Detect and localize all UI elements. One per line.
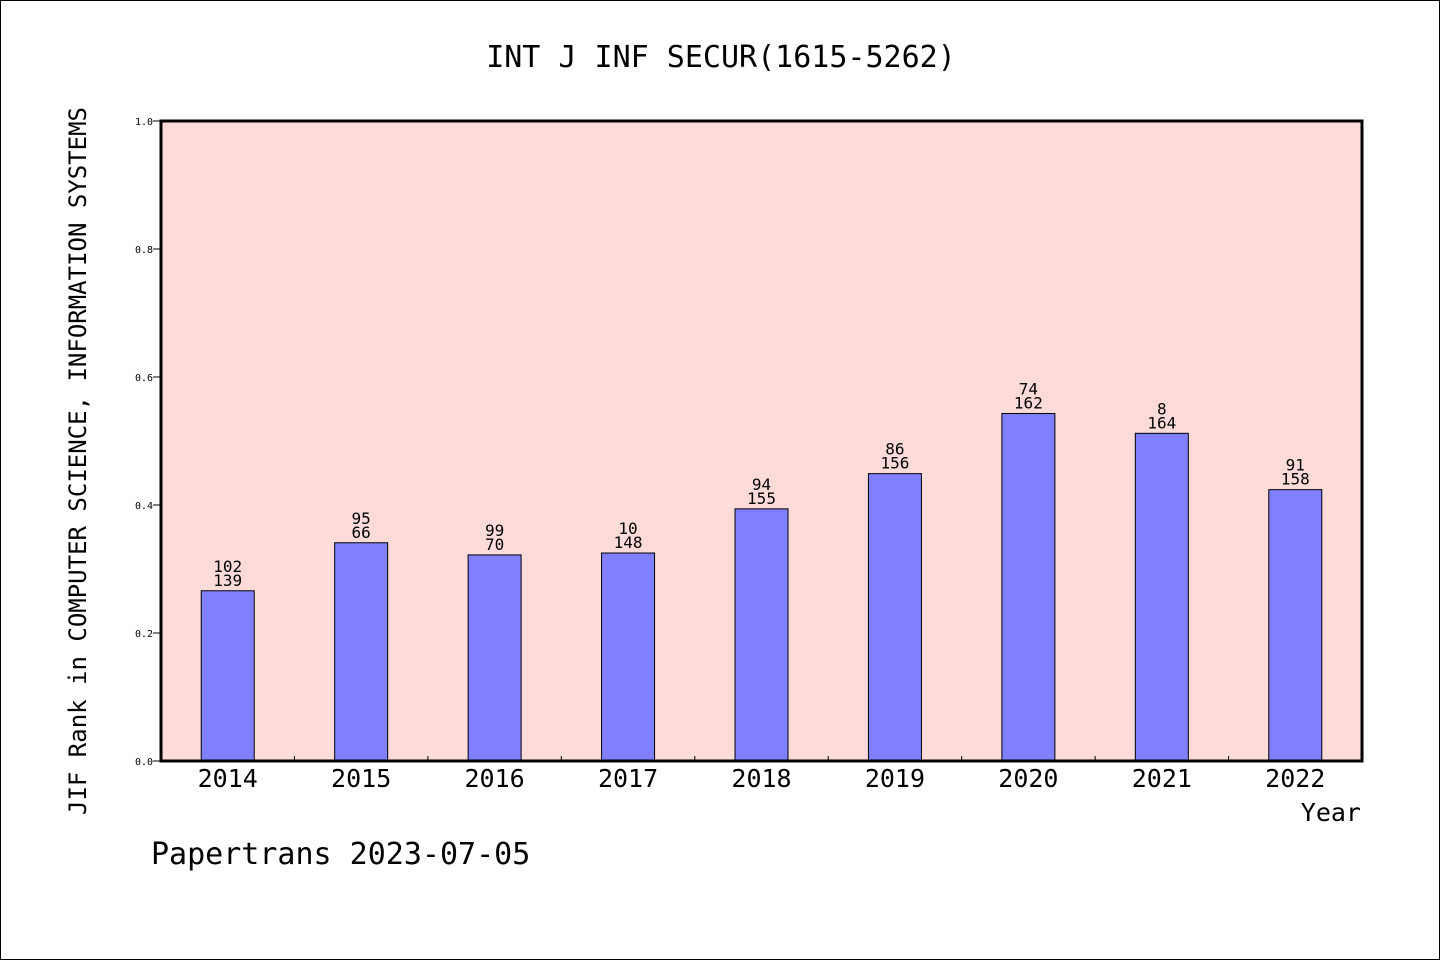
y-tick-label: 1.0: [135, 117, 153, 128]
y-axis-label: JIF Rank in COMPUTER SCIENCE, INFORMATIO…: [64, 107, 92, 815]
x-axis: 2014 2015 2016 2017 2018 2019 2020 2021 2022: [198, 756, 1325, 793]
bar-total-label: 155: [747, 489, 776, 508]
x-tick-label: 2022: [1265, 764, 1325, 793]
bar-2021: [1134, 432, 1189, 762]
bar-2016: [467, 554, 522, 762]
bar-rank-label: 94: [752, 475, 771, 494]
bar-rank-label: 86: [885, 440, 904, 459]
chart-title: INT J INF SECUR(1615-5262): [486, 40, 956, 75]
bar-total-label: 156: [880, 454, 909, 473]
bar-2020: [1001, 412, 1056, 762]
x-tick-label: 2014: [198, 764, 258, 793]
x-tick-label: 2018: [731, 764, 791, 793]
bar-total-label: 66: [352, 523, 371, 542]
x-tick-label: 2020: [998, 764, 1058, 793]
y-tick-label: 0.0: [135, 757, 153, 768]
bar-rank-label: 10: [618, 519, 637, 538]
bar-2018: [734, 508, 789, 762]
bar-rank-label: 102: [213, 557, 242, 576]
bar-total-label: 158: [1281, 470, 1310, 489]
bar-rank-label: 99: [485, 521, 504, 540]
bar-rank-label: 74: [1019, 379, 1038, 398]
bar-total-label: 162: [1014, 393, 1043, 412]
y-tick-label: 0.4: [135, 501, 153, 512]
x-tick-label: 2016: [465, 764, 525, 793]
y-axis: 0.0 0.2 0.4 0.6 0.8 1.0: [135, 117, 161, 768]
x-tick-label: 2017: [598, 764, 658, 793]
bar-total-label: 164: [1147, 413, 1176, 432]
x-tick-label: 2019: [865, 764, 925, 793]
x-tick-label: 2015: [331, 764, 391, 793]
x-tick-label: 2021: [1132, 764, 1192, 793]
bar-rank-label: 8: [1157, 399, 1167, 418]
bar-total-label: 139: [213, 571, 242, 590]
y-tick-label: 0.2: [135, 629, 153, 640]
x-axis-label: Year: [1301, 798, 1361, 827]
bar-total-label: 148: [614, 533, 643, 552]
y-tick-label: 0.6: [135, 373, 153, 384]
footer-watermark: Papertrans 2023-07-05: [151, 837, 530, 872]
bar-rank-label: 95: [352, 509, 371, 528]
bar-2014: [200, 590, 255, 762]
bar-2017: [601, 552, 656, 762]
bar-2022: [1268, 489, 1323, 762]
bars-layer: [200, 412, 1323, 762]
y-tick-label: 0.8: [135, 245, 153, 256]
bar-total-label: 70: [485, 535, 504, 554]
plot-frame: [159, 119, 1364, 763]
bar-2015: [334, 542, 389, 762]
bar-rank-label: 91: [1286, 456, 1305, 475]
bar-2019: [867, 473, 922, 762]
